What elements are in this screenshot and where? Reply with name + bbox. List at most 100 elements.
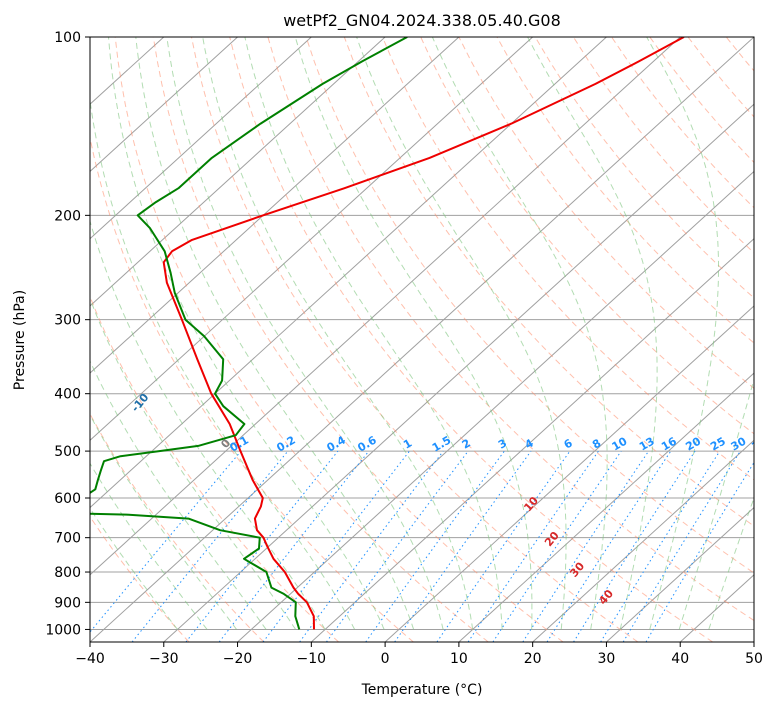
mixing-ratio-line [546, 450, 672, 642]
moist-adiabat [166, 37, 444, 630]
dry-adiabat [420, 37, 754, 435]
moist-adiabat-label: 20 [542, 529, 562, 549]
x-axis-label: Temperature (°C) [361, 682, 483, 698]
y-axis-label: Pressure (hPa) [12, 290, 28, 390]
mixing-ratio-label: 1 [401, 437, 414, 452]
isotherm [90, 37, 607, 509]
mixing-ratio-line [522, 450, 650, 642]
mixing-ratio-line [573, 450, 696, 642]
plot-frame [89, 36, 755, 643]
moist-adiabat [356, 37, 567, 630]
dry-adiabat-label: -10 [129, 391, 152, 415]
isotherm [753, 641, 754, 642]
dry-adiabat [649, 37, 754, 164]
mixing-ratio-label: 8 [590, 437, 603, 452]
mixing-ratio-label: 2 [460, 437, 473, 452]
moist-adiabat [708, 496, 754, 630]
moist-adiabat [244, 37, 503, 630]
dry-adiabat-label: -30 [0, 309, 5, 333]
moist-adiabat [431, 37, 608, 630]
dry-adiabat [687, 37, 754, 118]
isotherm [90, 37, 312, 240]
moist-adiabat [90, 96, 356, 630]
y-tick-label: 900 [54, 595, 81, 611]
mixing-ratio-line [600, 450, 721, 642]
dry-adiabat [90, 135, 414, 642]
x-tick-label: 50 [745, 651, 763, 667]
dry-adiabat [572, 37, 754, 254]
dry-adiabat [305, 37, 754, 574]
mixing-ratio-line [185, 450, 339, 642]
moist-adiabat-label: 30 [567, 559, 587, 579]
isotherm [90, 37, 534, 442]
isotherm [532, 439, 754, 642]
temperature-profile-line [162, 37, 685, 630]
dry-adiabat [764, 37, 775, 642]
mixing-ratio-line [645, 461, 754, 642]
dry-adiabat [90, 515, 190, 642]
y-tick-label: 1000 [45, 622, 81, 638]
isotherm [90, 37, 386, 307]
mixing-ratio-line [262, 450, 410, 642]
y-tick-label: 300 [54, 313, 81, 329]
dry-adiabat [267, 37, 754, 622]
moist-adiabat [678, 377, 754, 630]
dry-adiabat [458, 37, 754, 389]
chart-title: wetPf2_GN04.2024.338.05.40.G08 [283, 11, 561, 31]
moist-adiabat-label: 40 [596, 587, 616, 607]
mixing-ratio-line [492, 450, 622, 642]
dry-adiabat [90, 412, 265, 642]
y-tick-label: 800 [54, 565, 81, 581]
y-tick-label: 500 [54, 444, 81, 460]
dry-adiabat [229, 37, 713, 642]
dry-adiabat [90, 295, 339, 642]
dry-adiabat [382, 37, 754, 481]
isotherm [310, 237, 754, 642]
moist-adiabat [294, 37, 533, 630]
dry-adiabat [534, 37, 754, 299]
mixing-ratio-label: 36 [749, 434, 769, 453]
y-tick-label: 400 [54, 387, 81, 403]
mixing-ratio-label: 6 [562, 436, 575, 451]
moist-adiabat [90, 413, 237, 630]
moist-adiabat [108, 37, 385, 630]
mixing-ratio-line [467, 450, 599, 642]
x-tick-label: 0 [381, 651, 390, 667]
x-tick-label: −30 [149, 651, 179, 667]
moist-adiabat [90, 507, 178, 630]
moist-adiabat [135, 37, 415, 630]
y-tick-label: 100 [54, 30, 81, 46]
isotherm [458, 372, 754, 642]
dry-adiabat [191, 37, 639, 642]
moist-adiabat [90, 359, 267, 630]
x-tick-label: 20 [524, 651, 542, 667]
x-tick-label: −20 [223, 651, 253, 667]
dry-adiabat-label: -20 [51, 350, 74, 374]
mixing-ratio-line [90, 450, 242, 633]
x-tick-label: 30 [598, 651, 616, 667]
x-tick-label: −10 [297, 651, 327, 667]
mixing-ratio-line [365, 450, 505, 642]
moist-adiabat [202, 37, 474, 630]
y-tick-label: 700 [54, 531, 81, 547]
dewpoint-profile-line [90, 37, 408, 630]
y-tick-label: 600 [54, 491, 81, 507]
moist-adiabat [90, 297, 297, 630]
dry-adiabat [114, 37, 489, 642]
y-tick-label: 200 [54, 208, 81, 224]
isotherm [237, 170, 754, 642]
dry-adiabat [496, 37, 754, 344]
moist-adiabat-label: 10 [521, 494, 541, 514]
x-tick-label: −40 [75, 651, 105, 667]
mixing-ratio-line [436, 450, 571, 642]
dry-adiabat [152, 37, 564, 642]
mixing-ratio-line [131, 450, 289, 642]
isotherm [90, 37, 460, 374]
moist-adiabat [646, 37, 719, 630]
mixing-ratio-line [299, 450, 444, 642]
isotherm [606, 506, 754, 642]
x-tick-label: 40 [671, 651, 689, 667]
isotherm [163, 103, 754, 642]
moist-adiabat [527, 37, 658, 630]
